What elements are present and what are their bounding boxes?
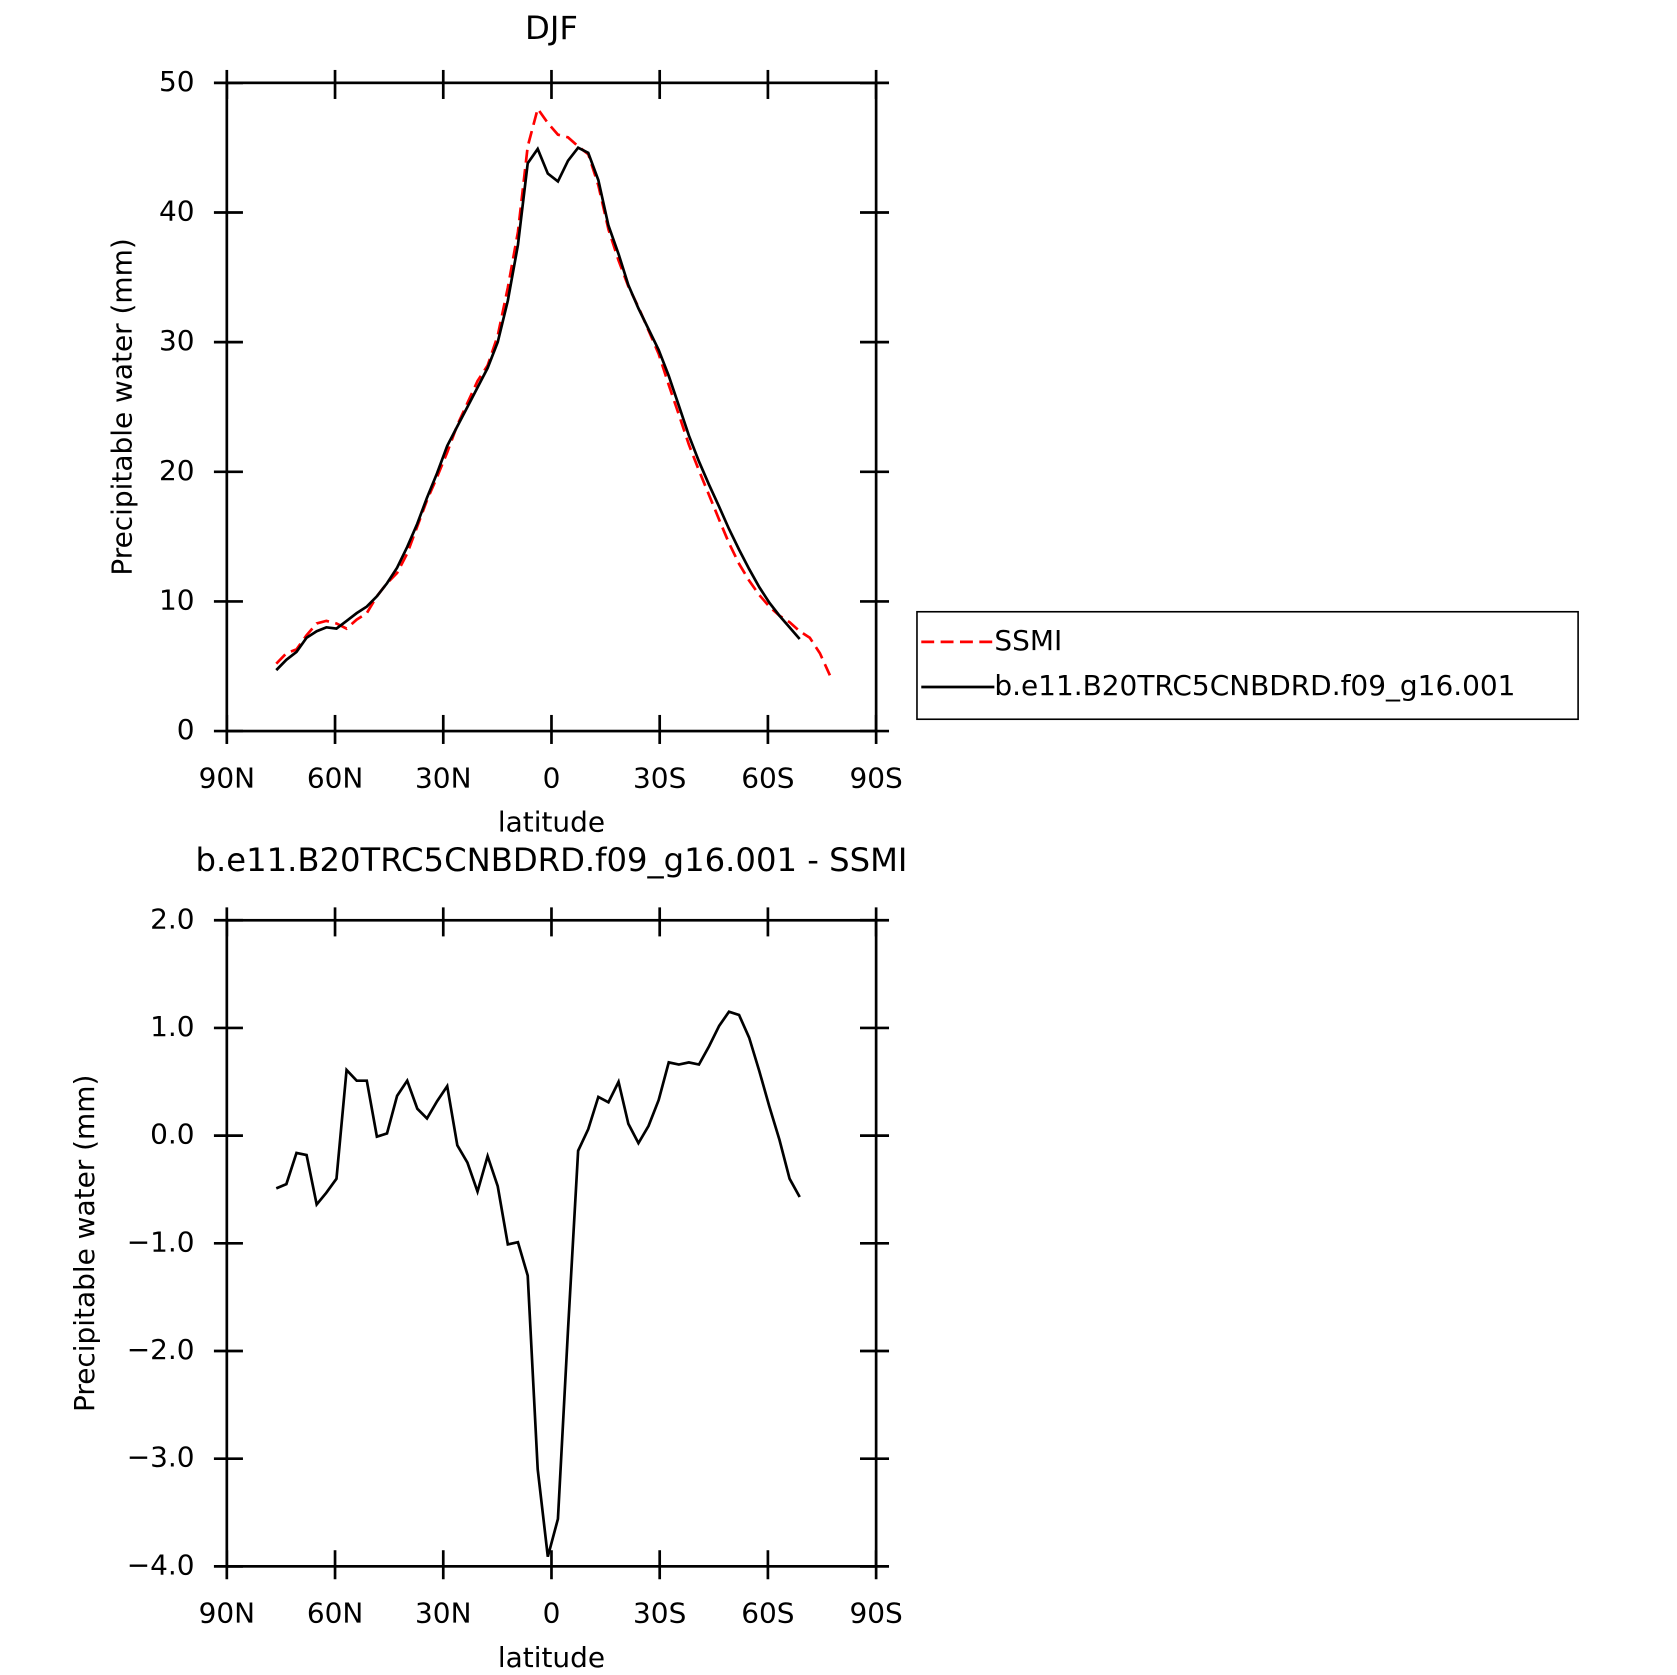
y-tick-label: 0.0 bbox=[150, 1118, 194, 1151]
y-tick-label: −4.0 bbox=[127, 1548, 195, 1581]
data-line bbox=[275, 1010, 801, 1558]
data-line bbox=[275, 105, 832, 676]
x-tick-label: 90N bbox=[199, 761, 255, 794]
x-tick-label: 90S bbox=[849, 761, 902, 794]
y-tick-label: −2.0 bbox=[127, 1333, 195, 1366]
x-tick-label: 60N bbox=[307, 761, 363, 794]
y-tick-label: 40 bbox=[159, 194, 195, 227]
data-line bbox=[275, 145, 801, 672]
x-tick-label: 30S bbox=[633, 761, 686, 794]
x-tick-label: 60N bbox=[307, 1597, 363, 1630]
y-axis-label: Precipitable water (mm) bbox=[106, 238, 139, 575]
y-tick-label: 50 bbox=[159, 65, 195, 98]
y-tick-label: −3.0 bbox=[127, 1441, 195, 1474]
x-tick-label: 30N bbox=[415, 761, 471, 794]
y-tick-label: 2.0 bbox=[150, 902, 194, 935]
x-tick-label: 90N bbox=[199, 1597, 255, 1630]
y-tick-label: 1.0 bbox=[150, 1010, 194, 1043]
y-tick-label: 30 bbox=[159, 324, 195, 357]
x-tick-label: 30N bbox=[415, 1597, 471, 1630]
legend-label: SSMI bbox=[994, 624, 1062, 657]
plot-frame bbox=[225, 918, 878, 1568]
chart-title: b.e11.B20TRC5CNBDRD.f09_g16.001 - SSMI bbox=[196, 841, 908, 879]
x-tick-label: 60S bbox=[741, 761, 794, 794]
y-tick-label: 0 bbox=[177, 713, 195, 746]
legend-label: b.e11.B20TRC5CNBDRD.f09_g16.001 bbox=[994, 669, 1515, 702]
y-tick-label: 20 bbox=[159, 454, 195, 487]
x-axis-label: latitude bbox=[498, 1641, 605, 1674]
y-tick-label: −1.0 bbox=[127, 1225, 195, 1258]
legend-box bbox=[916, 610, 1579, 721]
x-tick-label: 0 bbox=[543, 1597, 561, 1630]
x-tick-label: 90S bbox=[849, 1597, 902, 1630]
x-tick-label: 30S bbox=[633, 1597, 686, 1630]
y-tick-label: 10 bbox=[159, 583, 195, 616]
plot-frame bbox=[225, 81, 878, 733]
y-axis-label: Precipitable water (mm) bbox=[68, 1075, 101, 1412]
x-tick-label: 0 bbox=[543, 761, 561, 794]
x-axis-label: latitude bbox=[498, 806, 605, 839]
chart-title: DJF bbox=[525, 9, 578, 47]
x-tick-label: 60S bbox=[741, 1597, 794, 1630]
